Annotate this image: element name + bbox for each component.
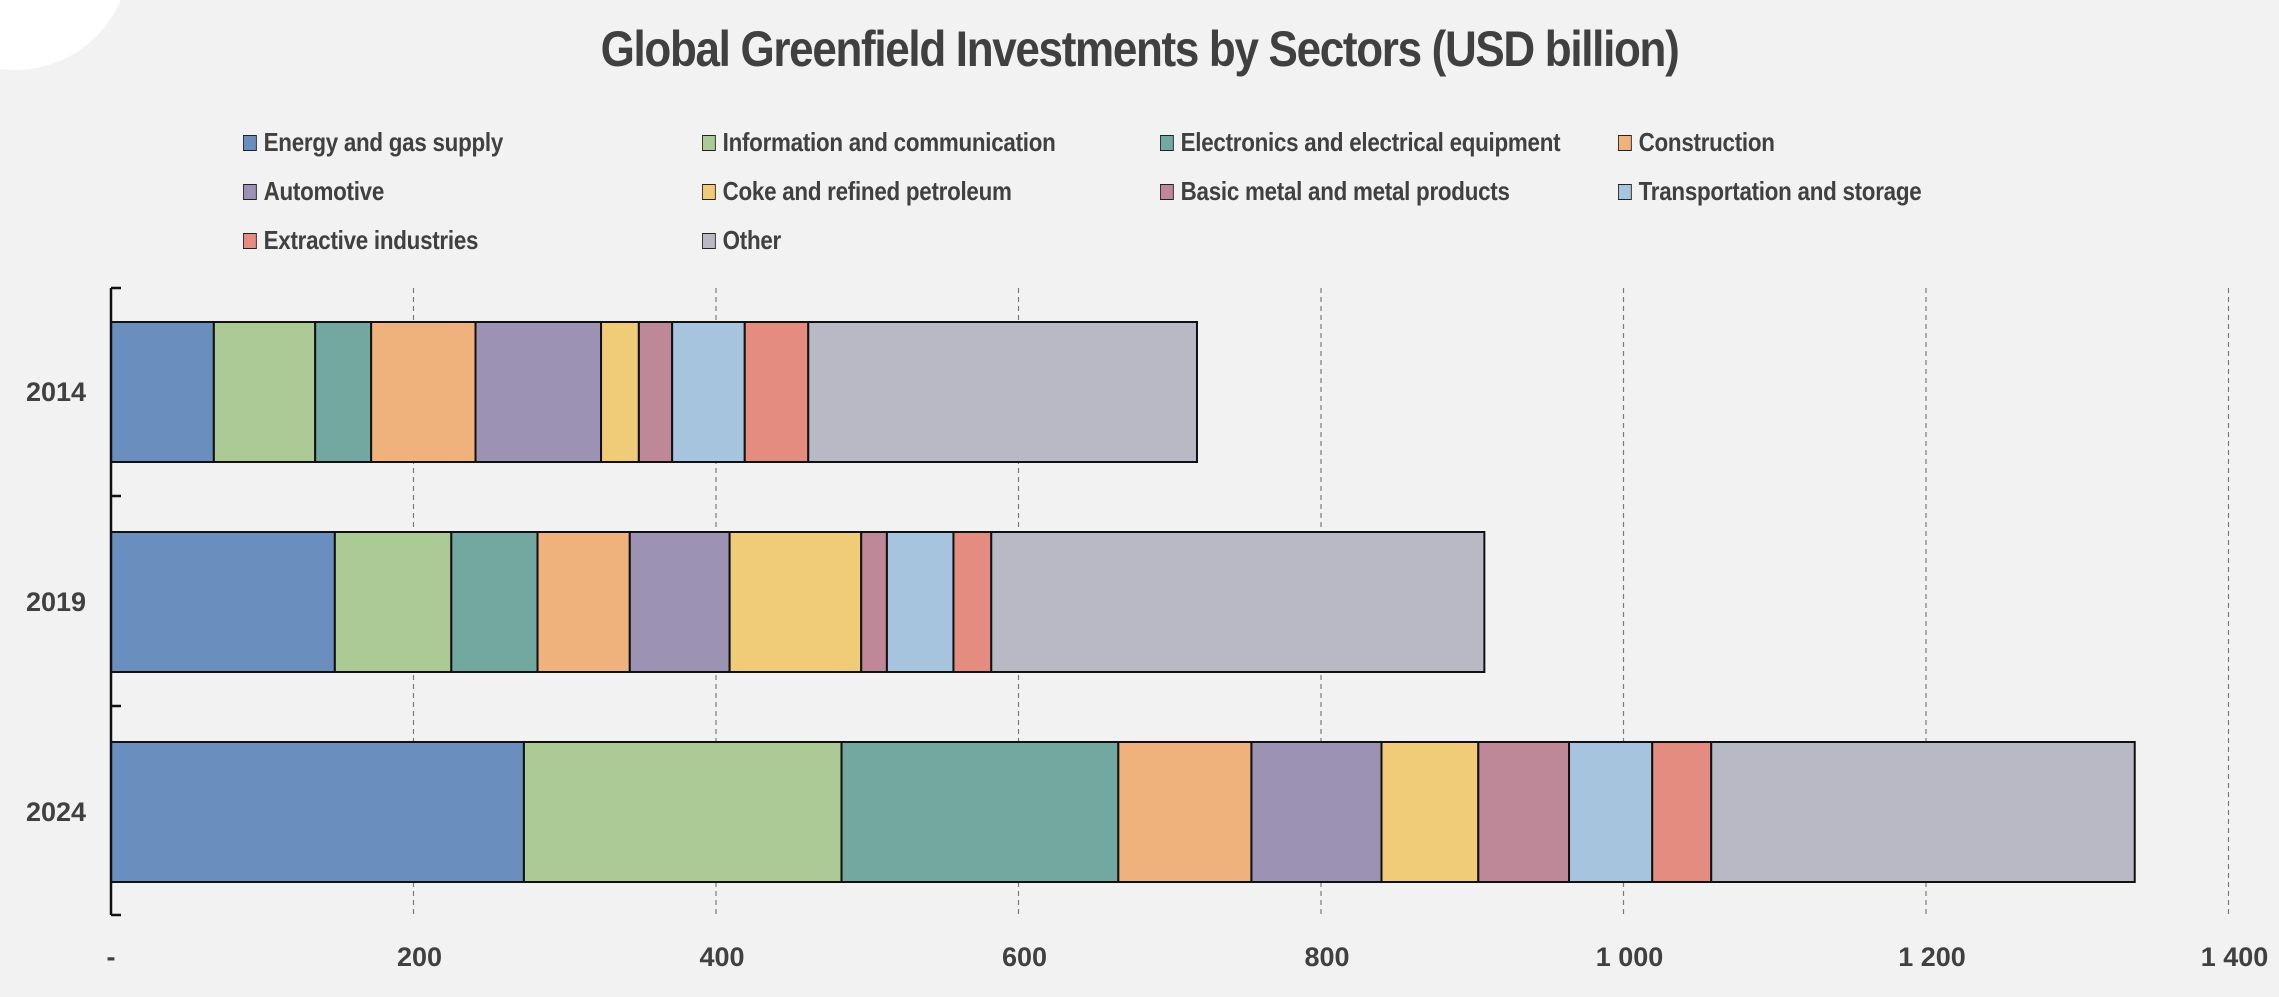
legend-label: Extractive industries	[263, 225, 479, 255]
y-tick-label: 2024	[26, 797, 86, 827]
legend-label: Coke and refined petroleum	[722, 176, 1012, 206]
legend-item: Information and communication	[702, 127, 1056, 158]
bar-segment	[1380, 741, 1480, 883]
bar-segment	[990, 531, 1486, 673]
bar-segment	[637, 321, 674, 463]
legend-label: Basic metal and metal products	[1180, 176, 1510, 206]
bar-segment	[1568, 741, 1654, 883]
bar-segment	[600, 321, 640, 463]
y-tick-label: 2019	[26, 587, 86, 617]
bar-segment	[885, 531, 955, 673]
bar-segment	[110, 741, 525, 883]
legend-swatch	[1618, 183, 1632, 200]
bar-segment	[840, 741, 1120, 883]
bar-segment	[1250, 741, 1383, 883]
bar-segment	[1477, 741, 1571, 883]
legend-swatch	[1160, 183, 1174, 200]
bar-segment	[628, 531, 731, 673]
legend-swatch	[1618, 134, 1632, 151]
bar-segment	[1651, 741, 1713, 883]
legend-item: Energy and gas supply	[243, 127, 503, 158]
bar-segment	[314, 321, 373, 463]
bar-segment	[474, 321, 603, 463]
bar-segment	[212, 321, 317, 463]
bar-segment	[522, 741, 843, 883]
x-tick-label: 400	[699, 942, 744, 972]
legend-swatch	[1160, 134, 1174, 151]
bar-segment	[1117, 741, 1253, 883]
bar-segment	[743, 321, 810, 463]
legend-item: Other	[702, 225, 781, 256]
bar-segment	[1710, 741, 2136, 883]
bar-segment	[807, 321, 1198, 463]
chart-title: Global Greenfield Investments by Sectors…	[600, 21, 1680, 77]
bar-segment	[671, 321, 746, 463]
legend-item: Extractive industries	[243, 225, 478, 256]
bar-segment	[110, 321, 215, 463]
legend-label: Energy and gas supply	[263, 127, 504, 157]
tick-labels: 2014 2019 2024 - 200 400 600 800 1 000 1 200 1 400	[26, 377, 2268, 972]
legend-item: Transportation and storage	[1618, 176, 1922, 207]
bars	[110, 321, 2136, 883]
x-tick-label: 200	[397, 942, 442, 972]
legend-swatch	[243, 232, 257, 249]
legend-swatch	[702, 232, 716, 249]
legend-label: Transportation and storage	[1638, 176, 1922, 206]
axes	[109, 286, 121, 917]
legend-swatch	[243, 183, 257, 200]
legend-label: Construction	[1638, 127, 1775, 157]
bar-segment	[450, 531, 539, 673]
legend-swatch	[702, 183, 716, 200]
x-tick-label: 1 400	[2201, 942, 2269, 972]
legend-label: Automotive	[263, 176, 385, 206]
bar-segment	[110, 531, 336, 673]
legend-swatch	[702, 134, 716, 151]
legend-item: Electronics and electrical equipment	[1160, 127, 1561, 158]
legend-item: Construction	[1618, 127, 1775, 158]
bar-segment	[860, 531, 888, 673]
legend-label: Other	[722, 225, 782, 255]
legend-swatch	[243, 134, 257, 151]
bar-segment	[536, 531, 631, 673]
x-tick-label: 600	[1002, 942, 1047, 972]
bar-segment	[952, 531, 993, 673]
bar-segment	[728, 531, 863, 673]
x-tick-label: 800	[1304, 942, 1349, 972]
y-tick-label: 2014	[26, 377, 86, 407]
bar-segment	[370, 321, 477, 463]
legend-label: Electronics and electrical equipment	[1180, 127, 1561, 157]
legend-label: Information and communication	[722, 127, 1056, 157]
x-tick-label: 1 200	[1898, 942, 1966, 972]
bar-segment	[333, 531, 453, 673]
x-tick-label: 1 000	[1596, 942, 1664, 972]
legend-item: Automotive	[243, 176, 384, 207]
legend-item: Basic metal and metal products	[1160, 176, 1510, 207]
chart-legend: Energy and gas supply Information and com…	[0, 0, 2279, 280]
x-tick-label: -	[107, 942, 116, 972]
legend-item: Coke and refined petroleum	[702, 176, 1012, 207]
